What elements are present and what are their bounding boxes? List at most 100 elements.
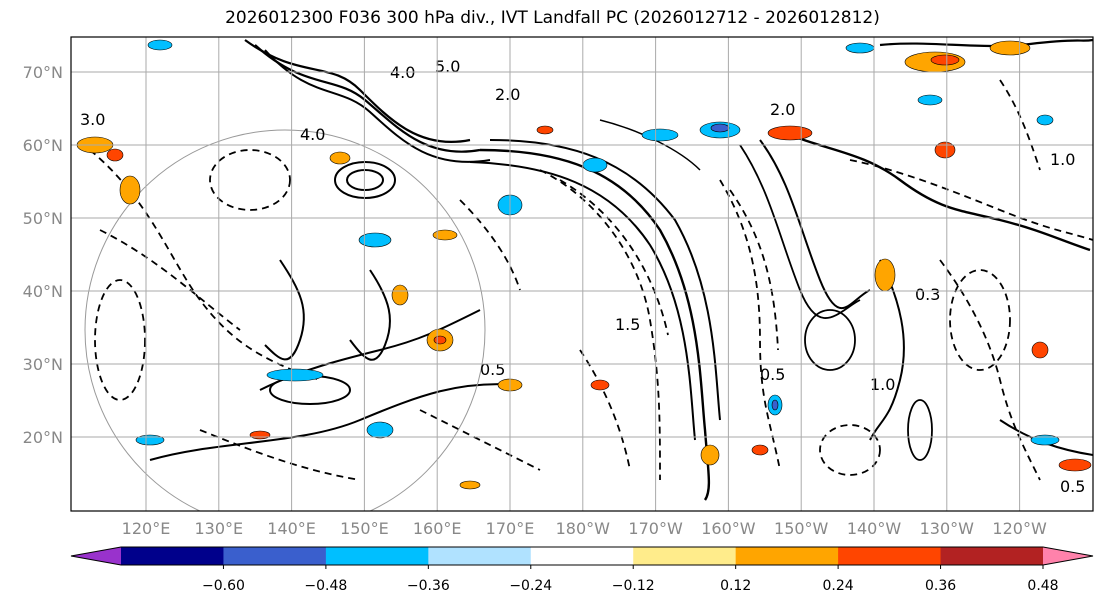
contour-label: 0.5 xyxy=(1060,477,1085,496)
shade-blob xyxy=(930,54,960,66)
lon-label: 170°E xyxy=(486,519,535,538)
shade-blob xyxy=(751,444,769,456)
contour-label: 3.0 xyxy=(80,110,105,129)
lon-label: 170°W xyxy=(628,519,683,538)
shade-blob xyxy=(249,430,271,440)
colorbar-tick-label: 0.12 xyxy=(720,578,751,594)
shade-blob xyxy=(119,175,141,205)
gridlines xyxy=(71,37,1093,511)
contour-line xyxy=(819,424,881,476)
lat-label: 50°N xyxy=(23,209,63,228)
lon-label: 180°W xyxy=(556,519,611,538)
contour-line xyxy=(907,399,933,461)
shade-blob xyxy=(989,40,1031,56)
contour-line xyxy=(489,139,721,421)
contour-line xyxy=(949,269,1011,371)
colorbar-segment xyxy=(735,547,839,565)
latitude-labels: 70°N 60°N 50°N 40°N 30°N 20°N xyxy=(23,63,63,447)
contour-line xyxy=(849,159,1093,241)
contour-line xyxy=(559,179,669,336)
colorbar-tick-label: −0.48 xyxy=(304,578,347,594)
lon-label: 120°W xyxy=(992,519,1047,538)
contour-line xyxy=(334,161,396,199)
lat-label: 20°N xyxy=(23,428,63,447)
colorbar-tick-label: 0.48 xyxy=(1027,578,1058,594)
contour-line xyxy=(804,309,856,371)
colorbar-outline xyxy=(70,546,1094,566)
lat-label: 60°N xyxy=(23,136,63,155)
colorbar xyxy=(70,546,1094,566)
contour-line xyxy=(149,383,521,461)
lon-label: 150°W xyxy=(774,519,829,538)
colorbar-segment xyxy=(428,547,532,565)
contour-line xyxy=(264,49,491,163)
contour-labels: 3.0 4.0 5.0 2.0 2.0 1.0 0.5 0.5 1.0 0.5 … xyxy=(80,57,1085,496)
contour-line xyxy=(539,169,661,481)
contour-label: 4.0 xyxy=(300,125,325,144)
shade-blob xyxy=(641,128,679,142)
shade-blob xyxy=(710,123,730,133)
shade-blob xyxy=(366,421,394,439)
lon-label: 150°E xyxy=(340,519,389,538)
contour-field xyxy=(89,38,1093,501)
colorbar-segment xyxy=(325,547,429,565)
longitude-labels: 120°E 130°E 140°E 150°E 160°E 170°E 180°W 170°W… xyxy=(122,519,1047,538)
shade-blob xyxy=(874,258,896,292)
shade-blob xyxy=(391,284,409,306)
contour-label: 1.5 xyxy=(615,315,640,334)
contour-line xyxy=(939,259,1041,481)
shade-blob xyxy=(106,148,124,162)
contour-label: 5.0 xyxy=(435,57,460,76)
colorbar-tick-label: −0.60 xyxy=(202,578,245,594)
contour-line xyxy=(419,409,541,471)
shade-blob xyxy=(536,125,554,135)
shade-blob xyxy=(700,444,720,466)
shade-blob xyxy=(358,232,392,248)
contour-label: 0.5 xyxy=(760,365,785,384)
contour-line xyxy=(759,139,871,309)
shade-blob xyxy=(459,480,481,490)
colorbar-segment xyxy=(940,547,1044,565)
lon-label: 160°W xyxy=(701,519,756,538)
map-frame xyxy=(70,36,1094,512)
lat-label: 40°N xyxy=(23,282,63,301)
contour-line xyxy=(469,161,696,441)
colorbar-tick-label: 0.36 xyxy=(925,578,956,594)
shade-blob xyxy=(590,379,610,391)
shade-blob xyxy=(432,229,458,241)
contour-label: 0.3 xyxy=(915,285,940,304)
map-area xyxy=(71,37,1093,511)
contour-line xyxy=(599,119,701,171)
contour-line xyxy=(264,259,305,361)
projection-circle xyxy=(84,129,486,511)
lon-label: 130°E xyxy=(194,519,243,538)
chart-title: 2026012300 F036 300 hPa div., IVT Landfa… xyxy=(225,8,880,28)
colorbar-segment xyxy=(530,547,634,565)
contour-label: 1.0 xyxy=(870,375,895,394)
lon-label: 140°E xyxy=(267,519,316,538)
contour-line xyxy=(349,269,391,361)
colorbar-tick-label: −0.36 xyxy=(407,578,450,594)
contour-line xyxy=(459,199,521,291)
shade-blob xyxy=(771,399,779,411)
shade-blob xyxy=(329,151,351,165)
contour-line xyxy=(346,169,384,191)
shade-blob xyxy=(266,368,324,382)
shade-blob xyxy=(147,39,173,51)
contour-label: 2.0 xyxy=(495,85,520,104)
colorbar-segment xyxy=(633,547,737,565)
colorbar-segment xyxy=(838,547,942,565)
shade-blob xyxy=(1036,114,1054,126)
colorbar-tick-label: 0.24 xyxy=(823,578,854,594)
shade-blob xyxy=(917,94,943,106)
contour-line xyxy=(244,39,471,143)
contour-line xyxy=(209,149,291,211)
shade-blob xyxy=(1058,458,1092,472)
colorbar-segment xyxy=(223,547,327,565)
contour-line xyxy=(579,349,631,471)
shade-blob xyxy=(1031,341,1049,359)
contour-line xyxy=(729,189,779,351)
contour-label: 0.5 xyxy=(480,360,505,379)
contour-line xyxy=(94,279,146,401)
